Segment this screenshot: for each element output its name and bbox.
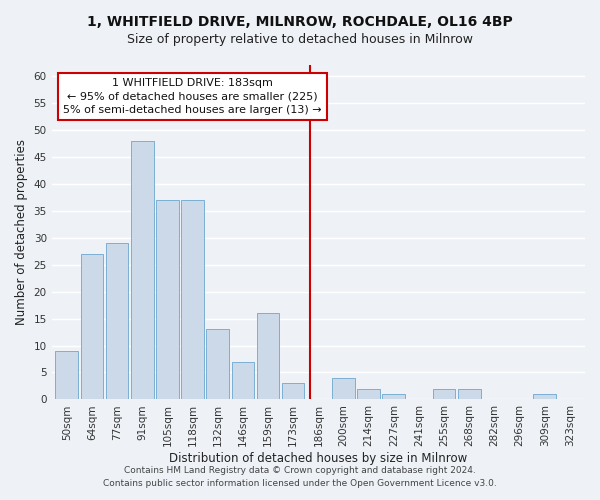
Bar: [332, 378, 355, 400]
Y-axis label: Number of detached properties: Number of detached properties: [15, 139, 28, 325]
Bar: [458, 388, 481, 400]
Text: 1 WHITFIELD DRIVE: 183sqm
← 95% of detached houses are smaller (225)
5% of semi-: 1 WHITFIELD DRIVE: 183sqm ← 95% of detac…: [63, 78, 322, 115]
Bar: [106, 243, 128, 400]
Bar: [80, 254, 103, 400]
Text: 1, WHITFIELD DRIVE, MILNROW, ROCHDALE, OL16 4BP: 1, WHITFIELD DRIVE, MILNROW, ROCHDALE, O…: [87, 15, 513, 29]
Text: Contains HM Land Registry data © Crown copyright and database right 2024.
Contai: Contains HM Land Registry data © Crown c…: [103, 466, 497, 487]
Bar: [232, 362, 254, 400]
Text: Size of property relative to detached houses in Milnrow: Size of property relative to detached ho…: [127, 32, 473, 46]
Bar: [206, 330, 229, 400]
Bar: [382, 394, 405, 400]
Bar: [181, 200, 204, 400]
Bar: [131, 140, 154, 400]
Bar: [533, 394, 556, 400]
Bar: [433, 388, 455, 400]
Bar: [282, 384, 304, 400]
Bar: [156, 200, 179, 400]
X-axis label: Distribution of detached houses by size in Milnrow: Distribution of detached houses by size …: [169, 452, 467, 465]
Bar: [55, 351, 78, 400]
Bar: [358, 388, 380, 400]
Bar: [257, 313, 280, 400]
